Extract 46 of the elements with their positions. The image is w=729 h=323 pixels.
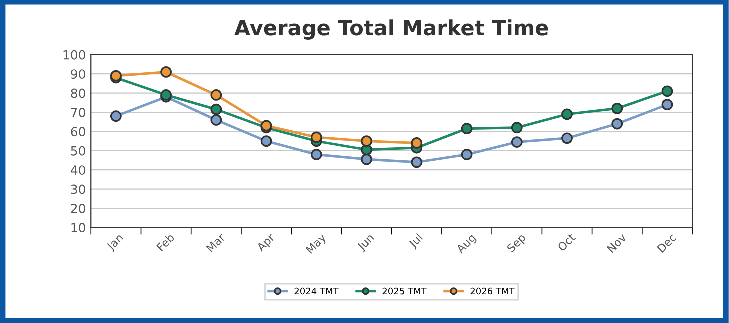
point xyxy=(210,114,222,126)
point xyxy=(411,138,423,149)
point xyxy=(411,156,423,168)
x-tick-label: Jul xyxy=(408,233,425,250)
x-tick-label: Mar xyxy=(206,232,226,253)
point xyxy=(210,104,222,116)
point xyxy=(612,118,624,130)
point xyxy=(110,110,122,122)
point xyxy=(562,108,573,120)
x-tick-label: Jan xyxy=(106,233,126,253)
y-tick-label: 30 xyxy=(71,184,86,194)
x-tick-label: Dec xyxy=(657,233,677,254)
y-tick-label: 90 xyxy=(71,70,86,80)
x-tick-label: Apr xyxy=(256,232,278,254)
point xyxy=(310,132,322,144)
legend-label: 2025 TMT xyxy=(382,288,427,295)
x-tick-label: Jun xyxy=(356,233,376,253)
point xyxy=(210,90,222,101)
legend-label: 2026 TMT xyxy=(470,288,515,295)
point xyxy=(461,123,473,135)
point xyxy=(612,102,624,114)
y-tick-label: 70 xyxy=(71,108,86,118)
point xyxy=(361,154,372,166)
x-tick-label: Sep xyxy=(506,233,528,254)
chart-title: Average Total Market Time xyxy=(234,20,548,40)
point xyxy=(662,99,674,111)
y-tick-label: 20 xyxy=(71,204,86,214)
x-tick-label: Nov xyxy=(606,233,628,254)
point xyxy=(511,122,523,134)
point xyxy=(260,136,272,148)
point xyxy=(310,149,322,160)
point xyxy=(461,149,473,160)
y-tick-label: 40 xyxy=(70,166,86,176)
x-tick-label: Feb xyxy=(156,233,176,252)
y-tick-label: 60 xyxy=(71,127,86,137)
point xyxy=(511,136,523,148)
point xyxy=(562,132,573,144)
y-tick-label: 50 xyxy=(71,146,86,156)
point xyxy=(361,136,372,148)
y-tick-label: 100 xyxy=(64,50,86,60)
point xyxy=(662,86,674,98)
x-tick-label: Oct xyxy=(557,232,576,252)
point xyxy=(160,66,172,78)
y-tick-label: 80 xyxy=(71,88,86,98)
y-tick-label: 10 xyxy=(72,223,86,233)
legend-label: 2024 TMT xyxy=(294,288,339,295)
